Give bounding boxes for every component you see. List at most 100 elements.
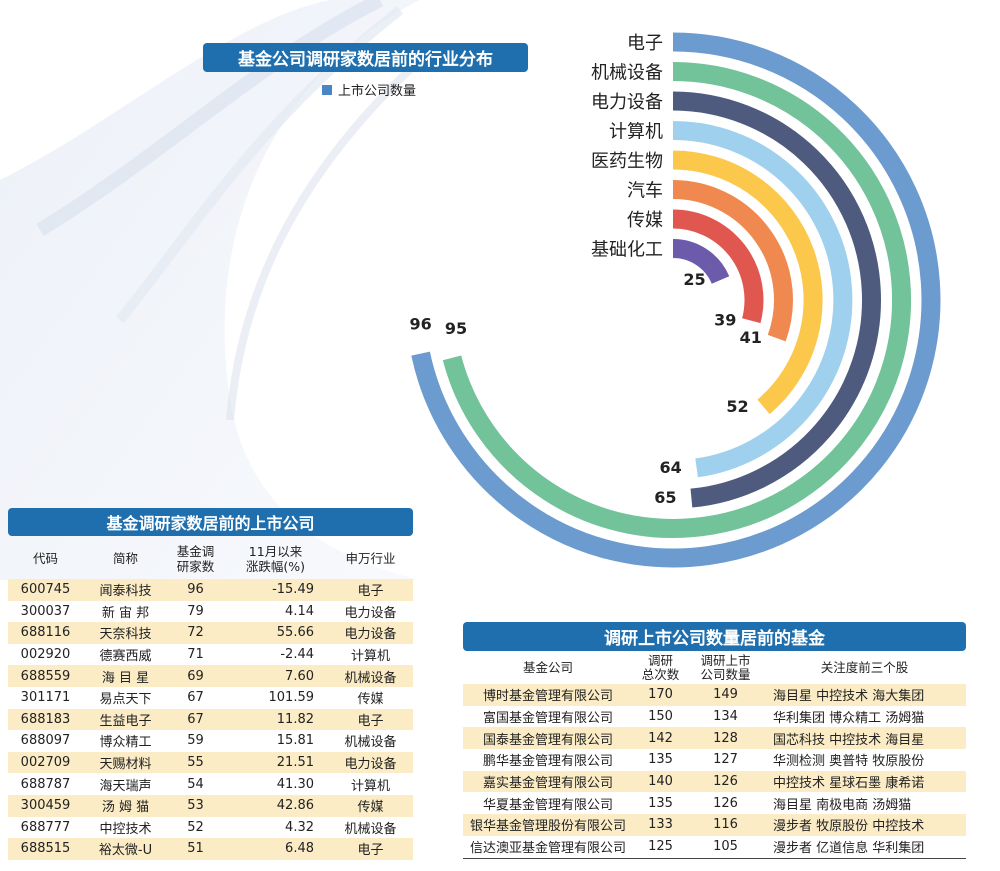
fund-row-cell: 漫步者 亿道信息 华利集团	[763, 835, 966, 859]
ring-7	[672, 238, 730, 285]
stock-row-cell: 计算机	[350, 649, 390, 665]
stock-row-cell: 002920	[20, 647, 71, 663]
value-label-7: 25	[683, 270, 705, 289]
fund-row-cell: 海目星 南极电商 汤姆猫	[773, 797, 912, 813]
header-fund-company: 基金公司	[522, 660, 573, 675]
stock-row-cell: 688515	[8, 838, 83, 860]
fund-row-cell: 140	[633, 770, 688, 793]
stock-row-cell: 德赛西威	[99, 649, 152, 665]
fund-row-cell: 149	[688, 684, 763, 706]
stock-row-cell: 42.86	[223, 794, 328, 817]
header-name: 简称	[112, 551, 138, 566]
stock-row-cell: 海天瑞声	[99, 778, 152, 794]
fund-row: 华夏基金管理有限公司 135 126 海目星 南极电商 汤姆猫	[463, 792, 966, 814]
category-label-3: 计算机	[609, 122, 663, 143]
ring-0	[411, 32, 941, 568]
fund-row-cell: 126	[688, 770, 763, 793]
stock-row: 688777 中控技术 52 4.32 机械设备	[8, 817, 413, 839]
funds-table: 基金公司 调研 总次数 调研上市 公司数量 关注度前三个股 博时基金管理有限公司 17…	[463, 652, 966, 859]
value-label-1: 95	[445, 319, 467, 338]
fund-row-cell: 170	[633, 684, 688, 706]
ring-5	[672, 180, 793, 342]
ring-4	[672, 150, 823, 415]
stock-row-cell: 688097	[20, 733, 71, 749]
stock-row-cell: 汤 姆 猫	[83, 794, 168, 817]
stock-row-cell: 4.14	[285, 603, 314, 619]
fund-row-cell: 银华基金管理股份有限公司	[463, 814, 633, 836]
fund-row-cell: 128	[688, 727, 763, 750]
fund-row-cell: 富国基金管理有限公司	[482, 711, 613, 727]
stock-row-cell: 电力设备	[344, 605, 397, 621]
fund-row-cell: 华测检测 奥普特 牧原股份	[773, 754, 925, 770]
fund-row: 信达澳亚基金管理有限公司 125 105 漫步者 亿道信息 华利集团	[463, 835, 966, 859]
stock-row: 688787 海天瑞声 54 41.30 计算机	[8, 773, 413, 795]
stock-row-cell: 688116	[8, 622, 83, 644]
stock-row-cell: 688183	[8, 708, 83, 731]
stock-row: 688515 裕太微-U 51 6.48 电子	[8, 838, 413, 860]
header-total-visits: 调研 总次数	[641, 653, 680, 682]
header-fund-count: 基金调 研家数	[176, 543, 215, 574]
stock-row: 688116 天奈科技 72 55.66 电力设备	[8, 622, 413, 644]
stock-row-cell: 002709	[8, 751, 83, 774]
funds-table-title: 调研上市公司数量居前的基金	[463, 622, 966, 651]
stock-row: 300459 汤 姆 猫 53 42.86 传媒	[8, 794, 413, 817]
legend-swatch	[322, 84, 332, 95]
stock-row-cell: 机械设备	[344, 735, 397, 751]
header-top-stocks: 关注度前三个股	[820, 660, 909, 675]
stock-row-cell: 41.30	[276, 776, 314, 792]
value-label-2: 65	[654, 488, 676, 507]
stock-row: 688183 生益电子 67 11.82 电子	[8, 708, 413, 731]
stock-row-cell: 生益电子	[83, 708, 168, 731]
stock-row-cell: 300037	[20, 603, 71, 619]
stock-row-cell: 688559	[8, 665, 83, 687]
fund-row-cell: 华利集团 博众精工 汤姆猫	[773, 711, 925, 727]
stock-row-cell: 688787	[20, 776, 71, 792]
stock-row-cell: 易点天下	[99, 692, 152, 708]
stock-row-cell: 7.60	[223, 665, 328, 687]
stock-row-cell: 96	[168, 579, 223, 601]
category-label-6: 传媒	[627, 210, 663, 231]
stock-row-cell: 电子	[328, 579, 413, 601]
category-label-1: 机械设备	[591, 63, 663, 84]
stock-row-cell: 52	[187, 819, 204, 835]
fund-row: 鹏华基金管理有限公司 135 127 华测检测 奥普特 牧原股份	[463, 749, 966, 771]
fund-row-cell: 150	[648, 709, 673, 725]
stock-row-cell: 101.59	[268, 690, 315, 706]
fund-row: 博时基金管理有限公司 170 149 海目星 中控技术 海大集团	[463, 684, 966, 706]
stock-row-cell: 传媒	[328, 794, 413, 817]
stock-row-cell: 301171	[20, 690, 71, 706]
stock-row-cell: 中控技术	[99, 821, 152, 837]
stock-row-cell: 电子	[328, 838, 413, 860]
category-label-5: 汽车	[627, 181, 663, 202]
chart-legend: 上市公司数量	[322, 80, 416, 99]
fund-row-cell: 鹏华基金管理有限公司	[482, 754, 613, 770]
fund-row-cell: 漫步者 牧原股份 中控技术	[763, 814, 966, 836]
stock-row-cell: 天赐材料	[83, 751, 168, 774]
stock-row-cell: 新 宙 邦	[101, 605, 150, 621]
stock-row-cell: 电力设备	[328, 751, 413, 774]
stock-row: 688097 博众精工 59 15.81 机械设备	[8, 730, 413, 752]
fund-row-cell: 105	[688, 835, 763, 859]
fund-row-cell: 中控技术 星球石墨 康希诺	[763, 770, 966, 793]
stock-row: 300037 新 宙 邦 79 4.14 电力设备	[8, 601, 413, 623]
stocks-header-row: 代码 简称 基金调 研家数 11月以来 涨跌幅(%) 申万行业	[8, 538, 413, 579]
ring-2	[672, 91, 881, 508]
category-label-7: 基础化工	[591, 240, 663, 261]
chart-title: 基金公司调研家数居前的行业分布	[203, 43, 528, 72]
fund-row-cell: 博时基金管理有限公司	[463, 684, 633, 706]
stock-row-cell: 计算机	[350, 778, 390, 794]
stock-row-cell: 电力设备	[328, 622, 413, 644]
stock-row-cell: 11.82	[223, 708, 328, 731]
stock-row: 688559 海 目 星 69 7.60 机械设备	[8, 665, 413, 687]
fund-row-cell: 国泰基金管理有限公司	[463, 727, 633, 750]
stock-row-cell: 4.32	[285, 819, 314, 835]
stock-row-cell: 6.48	[223, 838, 328, 860]
stock-row: 600745 闻泰科技 96 -15.49 电子	[8, 579, 413, 601]
fund-row: 嘉实基金管理有限公司 140 126 中控技术 星球石墨 康希诺	[463, 770, 966, 793]
value-label-4: 52	[726, 397, 748, 416]
header-industry: 申万行业	[345, 551, 396, 566]
ring-6	[672, 209, 764, 324]
stocks-table-title: 基金调研家数居前的上市公司	[8, 508, 413, 536]
